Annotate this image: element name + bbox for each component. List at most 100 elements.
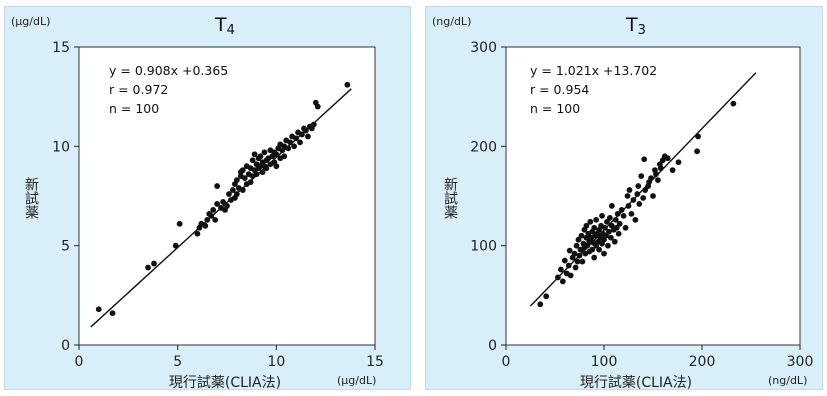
data-point	[620, 212, 627, 219]
data-point	[543, 293, 550, 300]
data-point	[578, 232, 585, 239]
data-point	[606, 228, 612, 235]
y-tick-label: 100	[470, 239, 497, 255]
data-point	[151, 260, 157, 267]
data-point	[555, 274, 561, 281]
x-axis-title: 現行試薬(CLIA法)	[169, 375, 281, 391]
chart-title-main: T	[625, 14, 638, 36]
data-point	[669, 167, 676, 174]
data-point	[655, 177, 661, 184]
data-point	[615, 230, 622, 237]
data-point	[628, 210, 635, 217]
data-point	[624, 193, 631, 199]
chart-title-main: T	[214, 14, 227, 36]
data-point	[305, 133, 311, 140]
data-point	[642, 187, 649, 193]
data-point	[567, 272, 574, 279]
data-point	[653, 171, 659, 178]
data-point	[251, 151, 258, 158]
data-point	[695, 133, 701, 140]
data-point	[344, 81, 351, 88]
data-point	[230, 187, 236, 193]
data-point	[634, 191, 641, 197]
data-point	[299, 131, 305, 138]
data-point	[618, 207, 625, 213]
data-point	[263, 165, 270, 172]
data-point	[730, 100, 737, 107]
x-tick-label: 200	[689, 354, 716, 370]
data-point	[310, 121, 317, 128]
data-point	[249, 157, 256, 164]
data-point	[210, 207, 217, 213]
data-point	[591, 224, 598, 231]
data-point	[635, 183, 642, 189]
data-point	[109, 310, 116, 317]
data-point	[641, 156, 648, 163]
data-point	[591, 254, 598, 261]
correlation-coefficient: r = 0.972	[109, 82, 168, 97]
data-point	[625, 203, 632, 209]
data-point	[224, 203, 230, 209]
y-tick-label: 0	[488, 338, 497, 354]
data-point	[566, 247, 573, 254]
data-point	[648, 175, 654, 182]
data-point	[606, 214, 613, 221]
data-point	[583, 222, 590, 229]
data-point	[239, 167, 246, 174]
data-point	[226, 191, 232, 197]
data-point	[593, 216, 600, 223]
x-tick-label: 100	[591, 354, 618, 370]
data-point	[574, 258, 581, 265]
y-tick-label: 200	[470, 139, 497, 155]
data-point	[599, 212, 605, 219]
data-point	[612, 216, 619, 223]
chart-title-subscript: 3	[638, 23, 646, 38]
y-axis-title: 新試薬	[442, 177, 458, 219]
data-point	[565, 262, 572, 269]
data-point	[233, 191, 240, 197]
data-point	[632, 216, 639, 223]
data-point	[214, 183, 221, 189]
data-point	[291, 143, 297, 150]
data-point	[664, 155, 671, 162]
data-point	[640, 195, 647, 201]
data-point	[604, 218, 610, 225]
data-point	[611, 238, 618, 245]
data-point	[559, 278, 566, 285]
y-tick-label: 10	[52, 139, 70, 155]
y-tick-label: 15	[52, 40, 70, 56]
y-tick-label: 300	[470, 40, 497, 56]
data-point	[589, 246, 596, 253]
data-point	[257, 153, 264, 160]
data-point	[571, 250, 578, 257]
data-point	[233, 177, 240, 184]
x-axis-title: 現行試薬(CLIA法)	[580, 375, 692, 391]
y-axis-title: 新試薬	[23, 177, 39, 219]
x-tick-label: 0	[502, 354, 511, 370]
chart-panel-t4: (μg/dL) T4 0 5 10 15 0 5 10 15 y = 0.908x +0.36…	[4, 6, 411, 391]
x-tick-label: 0	[75, 354, 84, 370]
data-point	[573, 242, 580, 249]
data-point	[202, 222, 209, 229]
data-point	[537, 301, 544, 308]
data-point	[636, 201, 643, 207]
correlation-coefficient: r = 0.954	[530, 82, 589, 97]
data-point	[287, 139, 294, 146]
data-point	[587, 218, 594, 225]
data-point	[694, 148, 700, 155]
data-point	[575, 236, 582, 243]
sample-count: n = 100	[109, 101, 159, 116]
data-point	[596, 246, 602, 253]
data-point	[208, 212, 215, 219]
data-point	[314, 103, 321, 110]
chart-title: T3	[625, 14, 646, 38]
x-tick-label: 15	[366, 354, 384, 370]
y-tick-label: 5	[61, 239, 70, 255]
data-point	[603, 232, 609, 239]
data-point	[273, 151, 280, 158]
chart-title: T4	[214, 14, 235, 38]
y-unit-label: (ng/dL)	[432, 15, 471, 28]
data-point	[561, 257, 568, 264]
x-tick-label: 5	[173, 354, 182, 370]
data-point	[613, 224, 620, 231]
